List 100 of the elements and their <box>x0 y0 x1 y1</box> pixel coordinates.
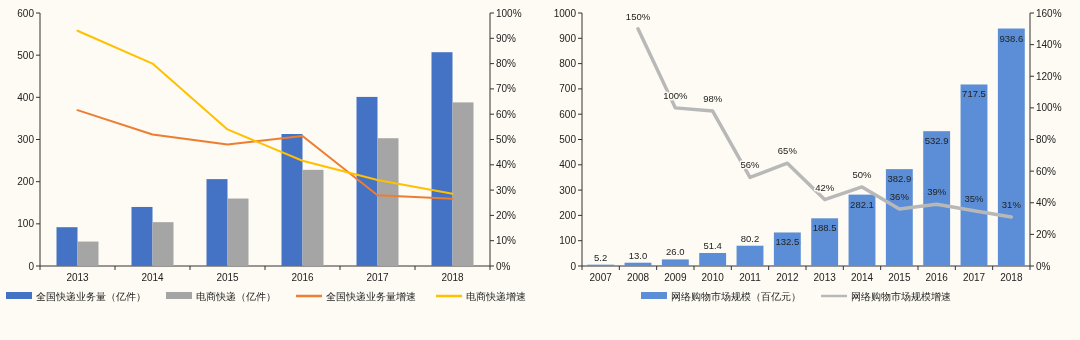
x-tick-label: 2013 <box>66 272 90 283</box>
x-tick-label: 2009 <box>664 272 687 283</box>
data-label: 282.1 <box>850 198 874 210</box>
x-tick-label: 2017 <box>366 272 390 283</box>
data-label: 132.5 <box>775 236 800 248</box>
data-label: 35% <box>964 192 985 204</box>
y-tick-label: 0 <box>570 260 577 272</box>
data-label: 51.4 <box>703 240 722 251</box>
y2-tick-label: 50% <box>496 134 517 145</box>
x-tick-label: 2011 <box>739 272 762 283</box>
data-label: 717.5 <box>962 88 986 100</box>
y2-tick-label: 140% <box>1036 39 1062 51</box>
legend-label: 网络购物市场规模增速 <box>851 290 951 302</box>
y-tick-label: 600 <box>17 7 35 19</box>
x-tick-label: 2016 <box>291 272 315 283</box>
y-tick-label: 400 <box>17 91 35 103</box>
y-tick-label: 1000 <box>553 7 577 19</box>
bar <box>452 102 474 266</box>
bar <box>736 245 764 266</box>
x-tick-label: 2014 <box>141 272 165 283</box>
y-tick-label: 100 <box>559 235 577 247</box>
data-label: 150% <box>625 10 651 22</box>
y-tick-label: 500 <box>17 49 35 61</box>
y2-tick-label: 80% <box>496 58 517 70</box>
x-tick-label: 2014 <box>850 272 874 283</box>
y2-tick-label: 120% <box>1036 70 1062 82</box>
y-tick-label: 200 <box>17 176 35 188</box>
y2-tick-label: 40% <box>1036 197 1057 209</box>
x-tick-label: 2016 <box>925 272 949 283</box>
y2-tick-label: 80% <box>1036 134 1057 145</box>
data-label: 188.5 <box>812 222 837 234</box>
y-tick-label: 300 <box>17 134 35 145</box>
legend-label: 全国快递业务量（亿件） <box>36 290 146 302</box>
y2-tick-label: 160% <box>1036 7 1062 19</box>
x-tick-label: 2013 <box>813 272 837 283</box>
data-label: 50% <box>852 168 873 180</box>
bar <box>206 179 228 266</box>
x-tick-label: 2018 <box>441 272 465 283</box>
bar <box>699 253 727 266</box>
bar <box>302 169 324 266</box>
y-tick-label: 0 <box>28 260 35 272</box>
data-label: 13.0 <box>628 249 648 261</box>
bar <box>227 198 249 266</box>
bar <box>131 206 153 266</box>
y-tick-label: 800 <box>559 58 577 70</box>
data-label: 98% <box>703 93 723 105</box>
bar <box>431 52 453 266</box>
y2-tick-label: 90% <box>496 32 517 44</box>
x-tick-label: 2008 <box>626 272 650 283</box>
legend-label: 电商快递增速 <box>466 290 526 302</box>
y2-tick-label: 20% <box>496 209 517 221</box>
bar <box>77 241 99 266</box>
y2-tick-label: 0% <box>1036 260 1051 272</box>
y2-tick-label: 10% <box>496 235 517 247</box>
bar <box>356 96 378 266</box>
y2-tick-label: 20% <box>1036 228 1057 240</box>
y2-tick-label: 60% <box>496 108 517 120</box>
line-series <box>76 29 454 195</box>
bar <box>56 227 78 266</box>
y-tick-label: 900 <box>559 32 577 44</box>
y-tick-label: 700 <box>559 83 577 95</box>
x-tick-label: 2010 <box>701 272 725 283</box>
bar <box>997 28 1025 266</box>
data-label: 39% <box>927 186 947 198</box>
legend-label: 网络购物市场规模（百亿元） <box>671 290 801 302</box>
y2-tick-label: 0% <box>496 260 511 272</box>
y-tick-label: 600 <box>559 108 577 120</box>
data-label: 938.6 <box>999 32 1024 44</box>
legend-label: 电商快递（亿件） <box>196 290 276 302</box>
y-tick-label: 100 <box>17 218 35 230</box>
line-series <box>76 109 454 200</box>
y2-tick-label: 60% <box>1036 165 1057 177</box>
x-tick-label: 2018 <box>1000 272 1023 283</box>
bar <box>377 138 399 266</box>
x-tick-label: 2012 <box>776 272 799 283</box>
data-label: 26.0 <box>666 246 685 258</box>
data-label: 56% <box>740 159 761 171</box>
bar <box>281 134 303 266</box>
y-tick-label: 400 <box>559 159 577 171</box>
data-label: 382.9 <box>887 173 912 185</box>
y-tick-label: 500 <box>559 134 577 145</box>
x-tick-label: 2015 <box>216 272 240 283</box>
bar <box>152 222 174 266</box>
y2-tick-label: 70% <box>496 83 517 95</box>
y-tick-label: 200 <box>559 209 577 221</box>
data-label: 31% <box>1001 198 1022 210</box>
data-label: 5.2 <box>594 251 608 263</box>
bar <box>661 259 689 266</box>
data-label: 80.2 <box>740 232 760 244</box>
x-tick-label: 2015 <box>888 272 911 283</box>
data-label: 532.9 <box>924 135 949 147</box>
data-label: 100% <box>663 89 689 101</box>
data-label: 42% <box>815 181 835 193</box>
y-tick-label: 300 <box>559 184 577 196</box>
data-label: 65% <box>777 145 798 157</box>
y2-tick-label: 100% <box>496 7 522 19</box>
x-tick-label: 2007 <box>589 272 613 283</box>
data-label: 36% <box>889 191 910 203</box>
y2-tick-label: 100% <box>1036 102 1062 114</box>
y2-tick-label: 40% <box>496 159 517 171</box>
